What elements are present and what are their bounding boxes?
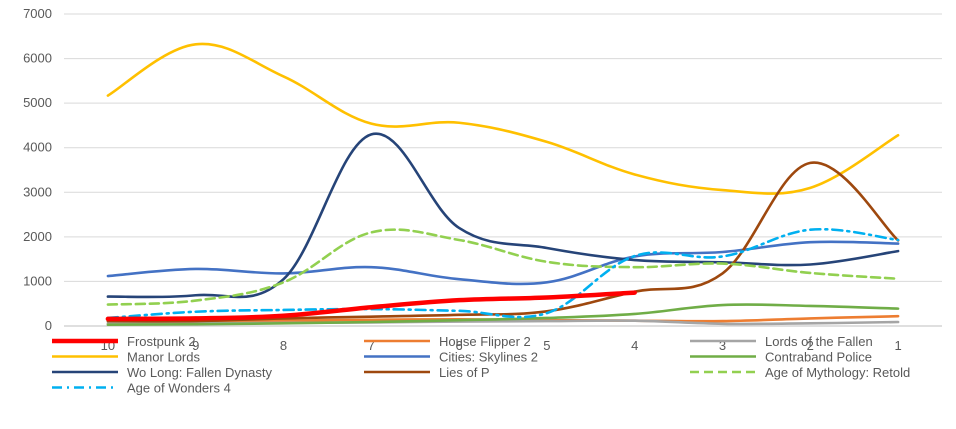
- legend-label: Lies of P: [439, 365, 490, 380]
- series-line-age-of-mythology-retold: [108, 230, 898, 305]
- x-tick-label: 5: [543, 338, 550, 353]
- legend-label: Lords of the Fallen: [765, 334, 873, 349]
- x-tick-label: 8: [280, 338, 287, 353]
- series-line-manor-lords: [108, 44, 898, 194]
- legend-label: Wo Long: Fallen Dynasty: [127, 365, 272, 380]
- y-tick-label: 6000: [23, 51, 52, 66]
- y-tick-label: 1000: [23, 273, 52, 288]
- series-lines: [108, 44, 898, 325]
- legend-label: Manor Lords: [127, 350, 200, 365]
- y-tick-label: 7000: [23, 6, 52, 21]
- series-line-cities-skylines-2: [108, 242, 898, 284]
- y-tick-label: 3000: [23, 184, 52, 199]
- legend-label: House Flipper 2: [439, 334, 531, 349]
- x-tick-label: 1: [894, 338, 901, 353]
- series-line-wo-long-fallen-dynasty: [108, 134, 898, 297]
- legend-label: Frostpunk 2: [127, 334, 196, 349]
- y-tick-label: 4000: [23, 140, 52, 155]
- legend-label: Contraband Police: [765, 350, 872, 365]
- y-tick-label: 5000: [23, 95, 52, 110]
- legend-label: Cities: Skylines 2: [439, 350, 538, 365]
- legend: Frostpunk 2 House Flipper 2 Lords of the F…: [52, 334, 910, 396]
- y-tick-label: 2000: [23, 229, 52, 244]
- y-tick-label: 0: [45, 318, 52, 333]
- x-tick-label: 4: [631, 338, 638, 353]
- legend-label: Age of Wonders 4: [127, 381, 231, 396]
- legend-label: Age of Mythology: Retold: [765, 365, 910, 380]
